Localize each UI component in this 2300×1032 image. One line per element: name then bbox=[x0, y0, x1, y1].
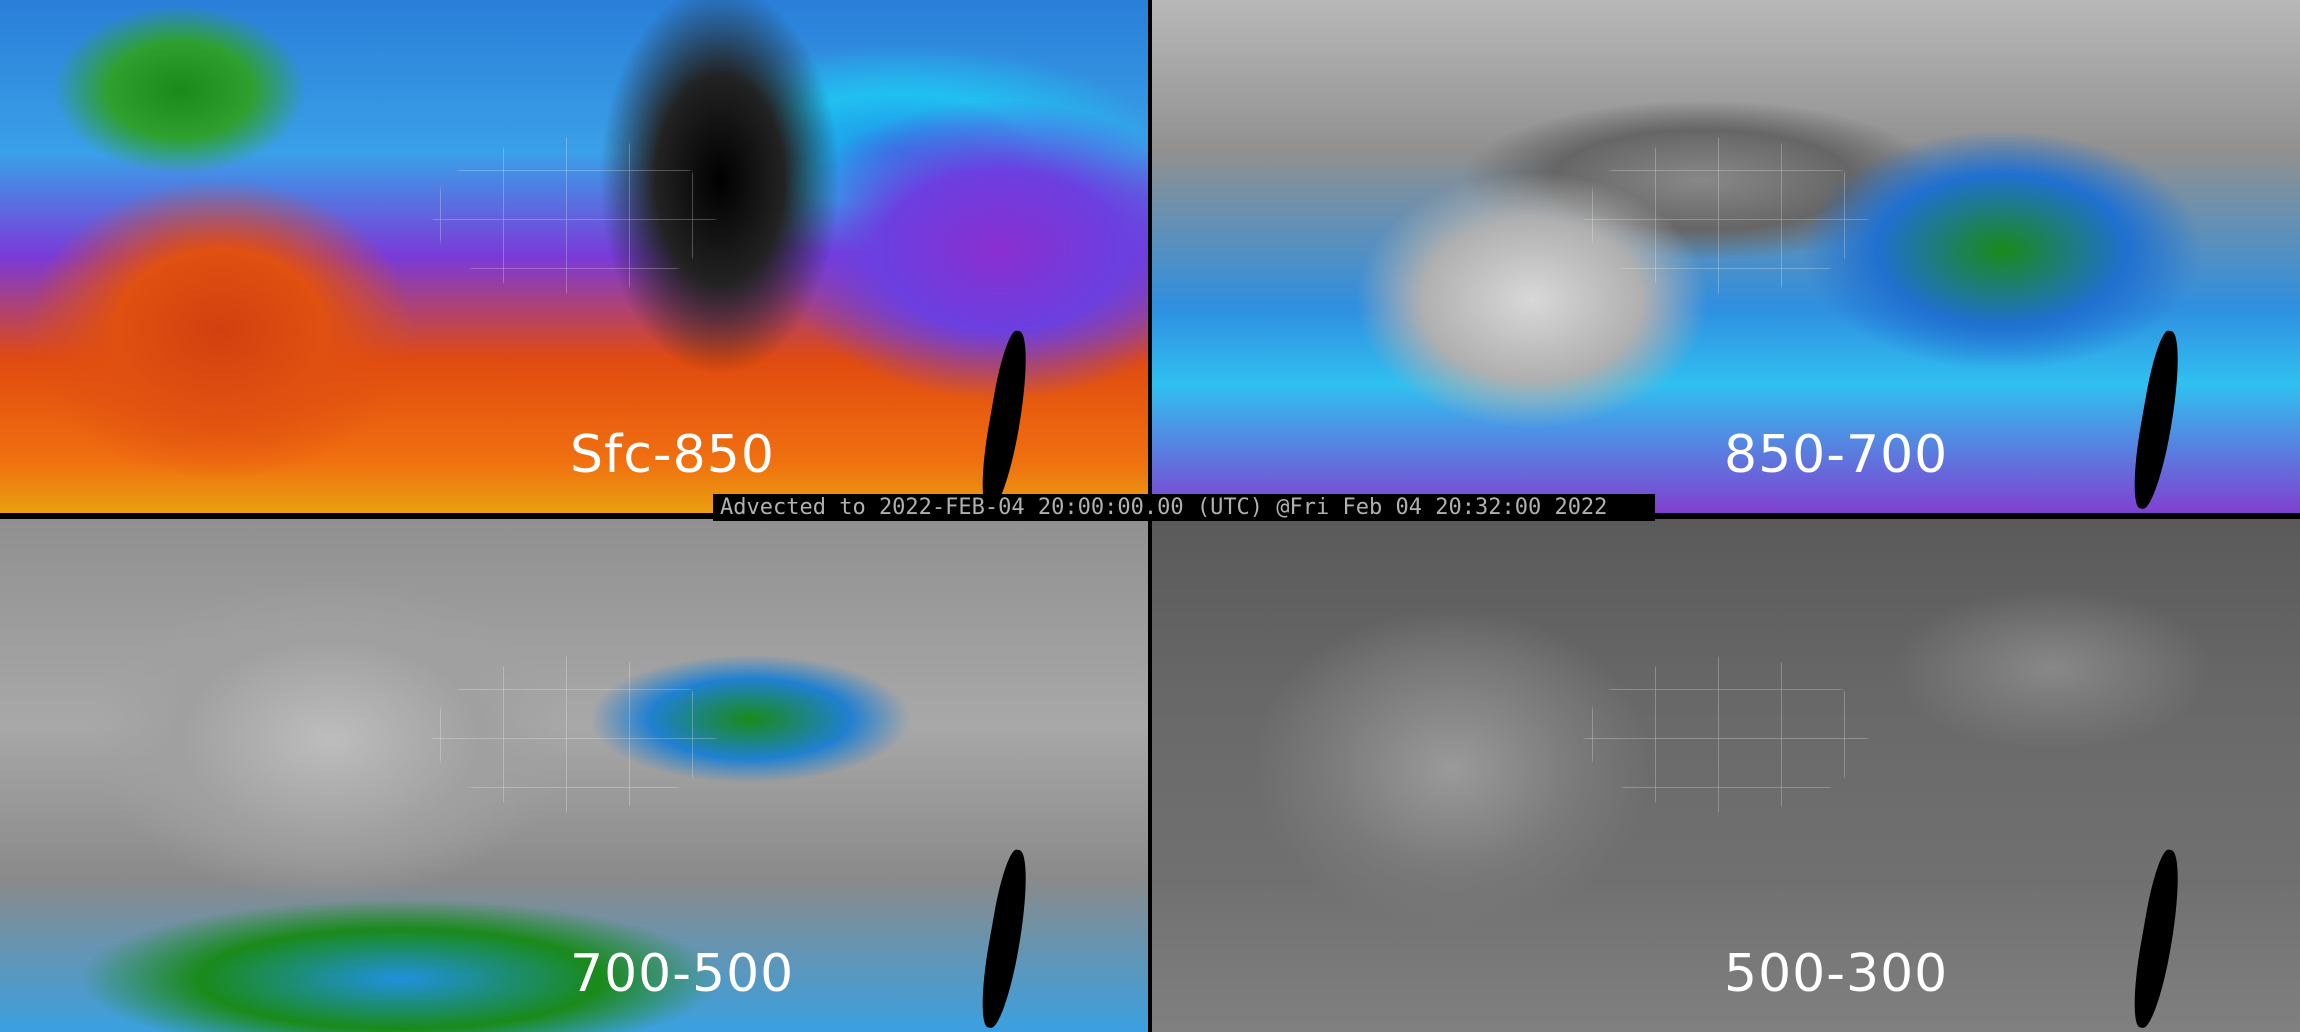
map-boundaries bbox=[0, 0, 1148, 513]
panel-label: 850-700 bbox=[1724, 425, 1949, 485]
panel-label: 700-500 bbox=[570, 944, 795, 1004]
map-boundaries bbox=[1152, 519, 2300, 1032]
panel-500-300: 500-300 bbox=[1152, 519, 2300, 1032]
timestamp-banner: Advected to 2022-FEB-04 20:00:00.00 (UTC… bbox=[713, 494, 1655, 521]
panel-label: 500-300 bbox=[1724, 944, 1949, 1004]
panel-label: Sfc-850 bbox=[570, 425, 775, 485]
panel-850-700: 850-700 bbox=[1152, 0, 2300, 513]
map-boundaries bbox=[1152, 0, 2300, 513]
map-boundaries bbox=[0, 519, 1148, 1032]
panel-700-500: 700-500 bbox=[0, 519, 1148, 1032]
panel-sfc-850: Sfc-850 bbox=[0, 0, 1148, 513]
